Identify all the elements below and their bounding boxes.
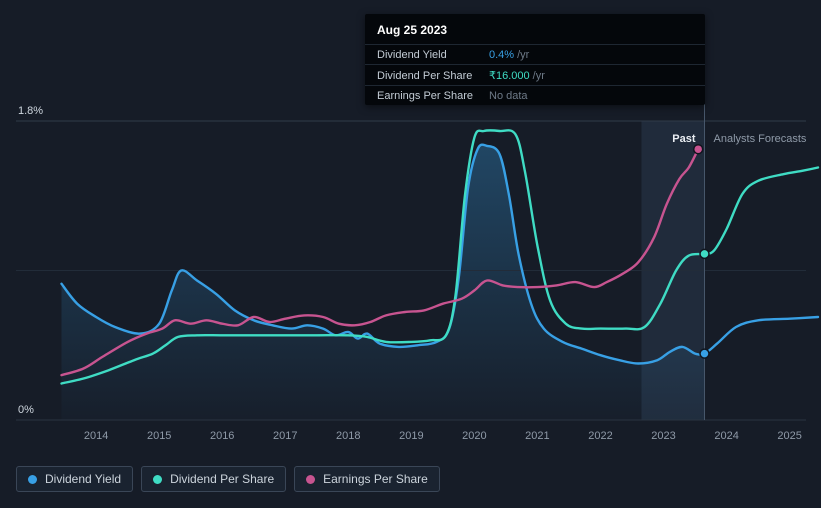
past-label: Past: [672, 133, 696, 145]
x-tick-label: 2017: [273, 430, 297, 442]
x-tick-label: 2025: [777, 430, 801, 442]
y-axis-label-zero: 0%: [18, 404, 34, 416]
tooltip-row-label: Dividend Yield: [377, 49, 447, 61]
chart-canvas[interactable]: 1.8% 0% 2014 2015 2016 2017 2018 2019 2020 2021 20…: [0, 0, 821, 455]
tooltip-date: Aug 25 2023: [377, 23, 448, 37]
legend-label: Earnings Per Share: [323, 472, 428, 486]
tooltip-row-value-group: 0.4%/yr: [489, 49, 693, 61]
legend-item-earnings-per-share[interactable]: Earnings Per Share: [294, 466, 440, 492]
x-tick-label: 2023: [651, 430, 675, 442]
chart-tooltip: Aug 25 2023 Dividend Yield 0.4%/yr Divid…: [365, 14, 705, 105]
dividend-yield-area-fill: [61, 144, 705, 420]
tooltip-row-suffix: /yr: [517, 49, 530, 61]
chart-legend: Dividend Yield Dividend Per Share Earnin…: [16, 466, 440, 492]
tooltip-row-label: Dividend Per Share: [377, 69, 473, 82]
series-marker-dividend-per-share[interactable]: [699, 248, 710, 260]
legend-dot-icon: [28, 474, 37, 484]
tooltip-row-label: Earnings Per Share: [377, 90, 473, 102]
tooltip-row-dividend-yield: Dividend Yield 0.4%/yr: [365, 44, 705, 64]
x-tick-label: 2019: [399, 430, 423, 442]
series-marker-dividend-yield[interactable]: [699, 348, 710, 359]
series-marker-earnings-per-share[interactable]: [692, 143, 704, 155]
legend-dot-icon: [306, 474, 316, 484]
legend-item-dividend-per-share[interactable]: Dividend Per Share: [141, 466, 287, 492]
analysts-forecasts-label: Analysts Forecasts: [714, 133, 807, 145]
tooltip-row-value: No data: [489, 90, 528, 102]
tooltip-row-value: 0.4%: [489, 49, 515, 61]
tooltip-row-earnings-per-share: Earnings Per Share No data: [365, 85, 705, 105]
x-tick-label: 2016: [210, 430, 234, 442]
tooltip-row-dividend-per-share: Dividend Per Share ₹16.000/yr: [365, 64, 705, 85]
series-line-earnings-per-share: [60, 148, 700, 377]
x-tick-label: 2014: [84, 430, 108, 442]
x-tick-label: 2020: [462, 430, 486, 442]
x-tick-label: 2018: [336, 430, 360, 442]
x-tick-label: 2021: [525, 430, 549, 442]
tooltip-row-suffix: /yr: [532, 70, 545, 82]
x-tick-label: 2015: [147, 430, 171, 442]
x-tick-label: 2024: [714, 430, 738, 442]
legend-item-dividend-yield[interactable]: Dividend Yield: [16, 466, 134, 492]
legend-dot-icon: [153, 474, 163, 484]
tooltip-row-value-group: No data: [489, 90, 693, 102]
y-axis-label-max: 1.8%: [18, 105, 43, 117]
legend-label: Dividend Yield: [45, 472, 122, 486]
x-tick-label: 2022: [588, 430, 612, 442]
tooltip-row-value: ₹16.000: [489, 70, 530, 82]
legend-label: Dividend Per Share: [170, 472, 275, 486]
tooltip-row-value-group: ₹16.000/yr: [489, 69, 693, 82]
